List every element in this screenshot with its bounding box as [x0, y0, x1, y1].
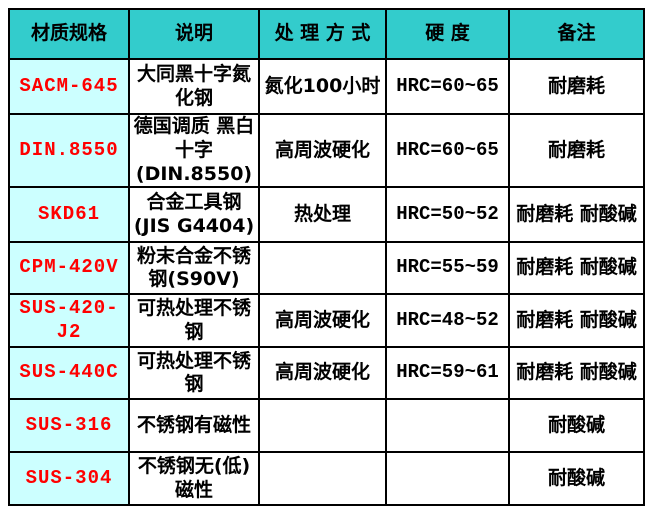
spec-cell: CPM-420V: [8, 241, 130, 296]
column-header-process: 处 理 方 式: [258, 8, 387, 60]
description-cell: 粉末合金不锈 钢(S90V): [128, 241, 260, 296]
process-cell: [258, 451, 387, 507]
note-cell: 耐酸碱: [508, 451, 645, 507]
hardness-cell: HRC=55~59: [385, 241, 510, 296]
process-cell: 高周波硬化: [258, 293, 387, 349]
hardness-cell: HRC=60~65: [385, 112, 510, 189]
hardness-cell: HRC=60~65: [385, 58, 510, 115]
description-cell: 大同黑十字氮 化钢: [128, 58, 260, 115]
hardness-cell: [385, 451, 510, 507]
process-cell: 氮化100小时: [258, 58, 387, 115]
process-cell: [258, 241, 387, 296]
process-cell: 高周波硬化: [258, 346, 387, 401]
spec-cell: SUS-316: [8, 398, 130, 454]
table-row: SKD61 合金工具钢 (JIS G4404) 热处理 HRC=50~52 耐磨…: [8, 186, 645, 244]
spec-cell: SACM-645: [8, 58, 130, 115]
column-header-description: 说明: [128, 8, 260, 60]
note-cell: 耐磨耗 耐酸碱: [508, 241, 645, 296]
column-header-note: 备注: [508, 8, 645, 60]
description-cell: 可热处理不锈 钢: [128, 346, 260, 401]
description-cell: 不锈钢有磁性: [128, 398, 260, 454]
table-row: SUS-304 不锈钢无(低) 磁性 耐酸碱: [8, 451, 645, 507]
description-cell: 德国调质 黑白 十字 (DIN.8550): [128, 112, 260, 189]
note-cell: 耐磨耗 耐酸碱: [508, 186, 645, 244]
description-cell: 合金工具钢 (JIS G4404): [128, 186, 260, 244]
hardness-cell: HRC=50~52: [385, 186, 510, 244]
table-row: DIN.8550 德国调质 黑白 十字 (DIN.8550) 高周波硬化 HRC…: [8, 112, 645, 189]
table-row: SUS-420-J2 可热处理不锈 钢 高周波硬化 HRC=48~52 耐磨耗 …: [8, 293, 645, 349]
note-cell: 耐酸碱: [508, 398, 645, 454]
spec-cell: SKD61: [8, 186, 130, 244]
hardness-cell: HRC=59~61: [385, 346, 510, 401]
note-cell: 耐磨耗 耐酸碱: [508, 293, 645, 349]
table-row: SACM-645 大同黑十字氮 化钢 氮化100小时 HRC=60~65 耐磨耗: [8, 58, 645, 115]
process-cell: [258, 398, 387, 454]
note-cell: 耐磨耗: [508, 58, 645, 115]
spec-cell: DIN.8550: [8, 112, 130, 189]
column-header-hardness: 硬 度: [385, 8, 510, 60]
hardness-cell: [385, 398, 510, 454]
column-header-spec: 材质规格: [8, 8, 130, 60]
materials-spec-table: 材质规格 说明 处 理 方 式 硬 度 备注 SACM-645 大同黑十字氮 化…: [8, 8, 645, 507]
note-cell: 耐磨耗 耐酸碱: [508, 346, 645, 401]
process-cell: 热处理: [258, 186, 387, 244]
description-cell: 不锈钢无(低) 磁性: [128, 451, 260, 507]
spec-cell: SUS-304: [8, 451, 130, 507]
spec-cell: SUS-440C: [8, 346, 130, 401]
table-row: CPM-420V 粉末合金不锈 钢(S90V) HRC=55~59 耐磨耗 耐酸…: [8, 241, 645, 296]
table-row: SUS-440C 可热处理不锈 钢 高周波硬化 HRC=59~61 耐磨耗 耐酸…: [8, 346, 645, 401]
header-row: 材质规格 说明 处 理 方 式 硬 度 备注: [8, 8, 645, 60]
description-cell: 可热处理不锈 钢: [128, 293, 260, 349]
process-cell: 高周波硬化: [258, 112, 387, 189]
table-row: SUS-316 不锈钢有磁性 耐酸碱: [8, 398, 645, 454]
hardness-cell: HRC=48~52: [385, 293, 510, 349]
spec-cell: SUS-420-J2: [8, 293, 130, 349]
note-cell: 耐磨耗: [508, 112, 645, 189]
